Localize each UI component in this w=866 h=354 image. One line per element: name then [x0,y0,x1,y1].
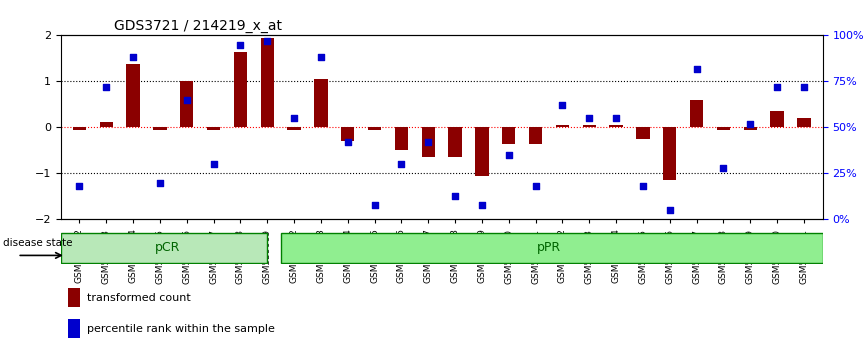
Bar [100,122,113,127]
Bar [341,127,354,141]
Bar [395,127,408,150]
Bar [717,127,730,130]
Bar [663,127,676,181]
Bar [288,127,301,130]
Text: pCR: pCR [155,241,181,254]
Point [662,207,676,213]
Point [126,55,140,60]
Bar [744,127,757,130]
Point [689,66,703,72]
Bar [73,127,86,130]
Point [207,161,221,167]
Point [743,121,757,127]
Bar [690,100,703,127]
Bar [771,111,784,127]
Bar [556,125,569,127]
Point [288,115,301,121]
Text: percentile rank within the sample: percentile rank within the sample [87,324,275,334]
Bar [261,38,274,127]
Bar [368,127,381,130]
Bar [798,118,811,127]
Point [636,183,650,189]
Bar [583,125,596,127]
Point [797,84,811,90]
Point [180,97,194,103]
Point [770,84,784,90]
Point [448,193,462,198]
Text: disease state: disease state [3,238,73,248]
Bar [449,127,462,157]
Bar [153,127,166,130]
Bar [314,79,327,127]
Bar [68,288,80,307]
Point [475,202,488,207]
FancyBboxPatch shape [61,233,268,263]
Bar [529,127,542,144]
Point [609,115,623,121]
Point [153,180,167,185]
Point [501,152,515,158]
Text: GDS3721 / 214219_x_at: GDS3721 / 214219_x_at [114,19,282,33]
Point [261,38,275,44]
Point [555,103,569,108]
FancyBboxPatch shape [281,233,823,263]
Bar [475,127,488,176]
Bar [637,127,650,139]
Point [528,183,542,189]
Bar [234,51,247,127]
Point [395,161,409,167]
Point [422,139,436,145]
Bar [180,81,193,127]
Bar [126,64,139,127]
Bar [610,125,623,127]
Text: pPR: pPR [537,241,561,254]
Point [716,165,730,171]
Point [314,55,328,60]
Point [73,183,87,189]
Point [234,42,248,47]
Text: transformed count: transformed count [87,293,191,303]
Bar [502,127,515,144]
Bar [422,127,435,157]
Point [368,202,382,207]
Bar [207,127,220,130]
Point [582,115,596,121]
Point [341,139,355,145]
Bar [68,319,80,338]
Point [100,84,113,90]
